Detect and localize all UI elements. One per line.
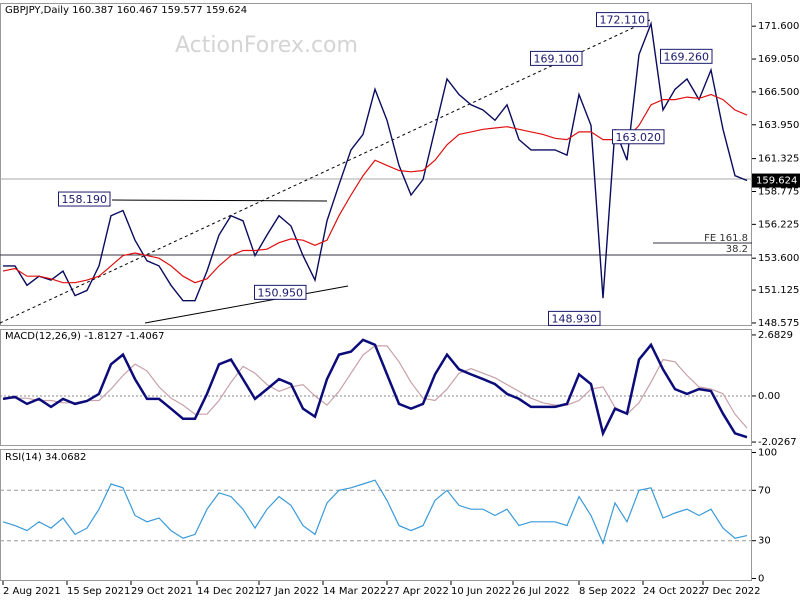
- annotation-box: [530, 50, 583, 66]
- annotation-box: [596, 12, 649, 28]
- x-tick-label: 29 Oct 2021: [131, 586, 193, 597]
- annotation-label: 172.110: [600, 14, 646, 27]
- macd-title: MACD(12,26,9) -1.8127 -1.4067: [5, 331, 165, 342]
- y-tick-label: 148.575: [758, 318, 799, 329]
- annotation-box: [254, 284, 307, 300]
- y-tick-label: 100: [758, 448, 777, 459]
- resistance-line: [111, 199, 328, 202]
- x-tick-label: 27 Apr 2022: [387, 586, 449, 597]
- x-tick-label: 24 Oct 2022: [643, 586, 705, 597]
- series-line: [2, 338, 748, 439]
- watermark: ActionForex.com: [175, 33, 358, 58]
- annotation-box: [548, 310, 601, 326]
- annotation-label: 169.260: [664, 50, 710, 63]
- x-tick-label: 7 Dec 2022: [703, 586, 761, 597]
- annotation-box: [660, 48, 713, 64]
- x-tick-label: 10 Jun 2022: [451, 586, 511, 597]
- y-tick-label: 163.950: [758, 120, 799, 131]
- support-line: [144, 285, 349, 324]
- series-line: [3, 20, 748, 302]
- annotation-label: 148.930: [552, 312, 598, 325]
- x-tick-label: 15 Sep 2021: [67, 586, 130, 597]
- y-tick-label: 151.125: [758, 285, 799, 296]
- y-tick-label: 2.6829: [758, 330, 793, 341]
- x-tick-label: 8 Sep 2022: [579, 586, 636, 597]
- annotation: 148.930: [548, 310, 601, 326]
- chart-title: GBPJPY,Daily 160.387 160.467 159.577 159…: [5, 5, 247, 16]
- annotation-box: [612, 129, 665, 145]
- annotation: 169.260: [660, 48, 713, 64]
- x-tick-label: 14 Mar 2022: [323, 586, 386, 597]
- y-tick-label: 166.500: [758, 87, 799, 98]
- last-price-label: 159.624: [756, 176, 797, 187]
- annotation-box: [58, 191, 111, 207]
- macd-panel: [0, 329, 752, 446]
- x-tick-label: 2 Aug 2021: [3, 586, 61, 597]
- y-tick-label: 161.325: [758, 154, 799, 165]
- y-tick-label: 70: [758, 485, 771, 496]
- y-tick-label: 171.600: [758, 21, 799, 32]
- price-panel: [0, 3, 752, 326]
- y-tick-label: 0.00: [758, 391, 780, 402]
- annotation-label: 158.190: [62, 193, 108, 206]
- series-line: [2, 479, 748, 545]
- annotation: 150.950: [254, 284, 307, 300]
- y-tick-label: 158.775: [758, 186, 799, 197]
- annotation: 163.020: [612, 129, 665, 145]
- annotation-label: 169.100: [534, 52, 580, 65]
- y-tick-label: 0: [758, 573, 764, 584]
- annotation: 172.110: [596, 12, 649, 28]
- y-tick-label: 169.050: [758, 54, 799, 65]
- y-tick-label: 30: [758, 536, 771, 547]
- rsi-title: RSI(14) 34.0682: [5, 452, 86, 463]
- y-tick-label: -2.0267: [758, 437, 797, 448]
- fib-label: 38.2: [726, 244, 748, 255]
- x-tick-label: 27 Jan 2022: [259, 586, 319, 597]
- x-tick-label: 26 Jul 2022: [513, 586, 570, 597]
- x-tick-label: 14 Dec 2021: [197, 586, 261, 597]
- y-tick-label: 153.600: [758, 253, 799, 264]
- y-tick-label: 156.225: [758, 219, 799, 230]
- annotation: 158.190: [58, 191, 111, 207]
- annotation-label: 163.020: [616, 131, 662, 144]
- annotation-label: 150.950: [258, 286, 304, 299]
- annotation: 169.100: [530, 50, 583, 66]
- rsi-panel: [0, 449, 752, 581]
- fe-label: FE 161.8: [704, 233, 748, 244]
- last-price-box: [752, 173, 800, 188]
